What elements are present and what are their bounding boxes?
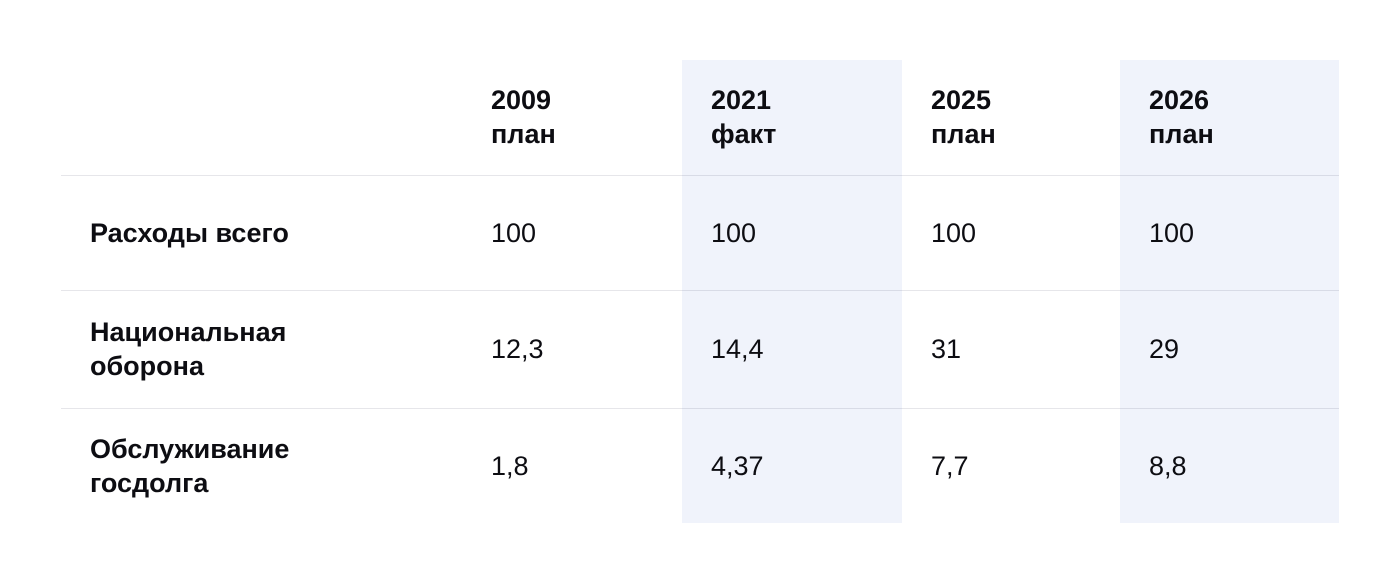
cell-value: 29 bbox=[1120, 290, 1339, 408]
column-year: 2021 bbox=[711, 85, 772, 116]
header-empty-cell bbox=[61, 60, 462, 175]
row-label: Обслуживание госдолга bbox=[90, 433, 290, 498]
cell-value: 12,3 bbox=[491, 334, 544, 364]
cell-value: 4,37 bbox=[682, 408, 902, 523]
cell-value: 31 bbox=[931, 334, 962, 364]
column-header-2025-plan: 2025 план bbox=[902, 60, 1120, 175]
column-kind: план bbox=[931, 119, 996, 150]
row-label: Национальная оборона bbox=[90, 317, 287, 381]
budget-share-table: 2009 план 2021 факт 2025 план 2026 план bbox=[61, 60, 1339, 523]
table-row-total-expenses: Расходы всего 100 100 100 100 bbox=[61, 175, 1339, 290]
cell-value: 100 bbox=[491, 217, 537, 248]
cell-value: 7,7 bbox=[931, 450, 969, 481]
column-kind: план bbox=[1149, 119, 1214, 150]
table-row-debt-service: Обслуживание госдолга 1,8 4,37 7,7 8,8 bbox=[61, 408, 1339, 523]
column-kind: план bbox=[491, 119, 556, 150]
column-header-2021-fact: 2021 факт bbox=[682, 60, 902, 175]
cell-value: 1,8 bbox=[491, 450, 529, 481]
cell-value: 100 bbox=[1120, 175, 1339, 290]
column-header-2009-plan: 2009 план bbox=[462, 60, 682, 175]
cell-value: 100 bbox=[931, 217, 977, 248]
column-year: 2009 bbox=[491, 85, 552, 116]
table-row-national-defense: Национальная оборона 12,3 14,4 31 29 bbox=[61, 290, 1339, 408]
row-label: Расходы всего bbox=[90, 217, 289, 248]
column-year: 2025 bbox=[931, 85, 992, 116]
cell-value: 8,8 bbox=[1120, 408, 1339, 523]
cell-value: 14,4 bbox=[682, 290, 902, 408]
column-year: 2026 bbox=[1149, 85, 1210, 116]
column-kind: факт bbox=[711, 119, 777, 150]
cell-value: 100 bbox=[682, 175, 902, 290]
column-header-2026-plan: 2026 план bbox=[1120, 60, 1339, 175]
header-row: 2009 план 2021 факт 2025 план 2026 план bbox=[61, 60, 1339, 175]
data-table: 2009 план 2021 факт 2025 план 2026 план bbox=[61, 60, 1339, 523]
